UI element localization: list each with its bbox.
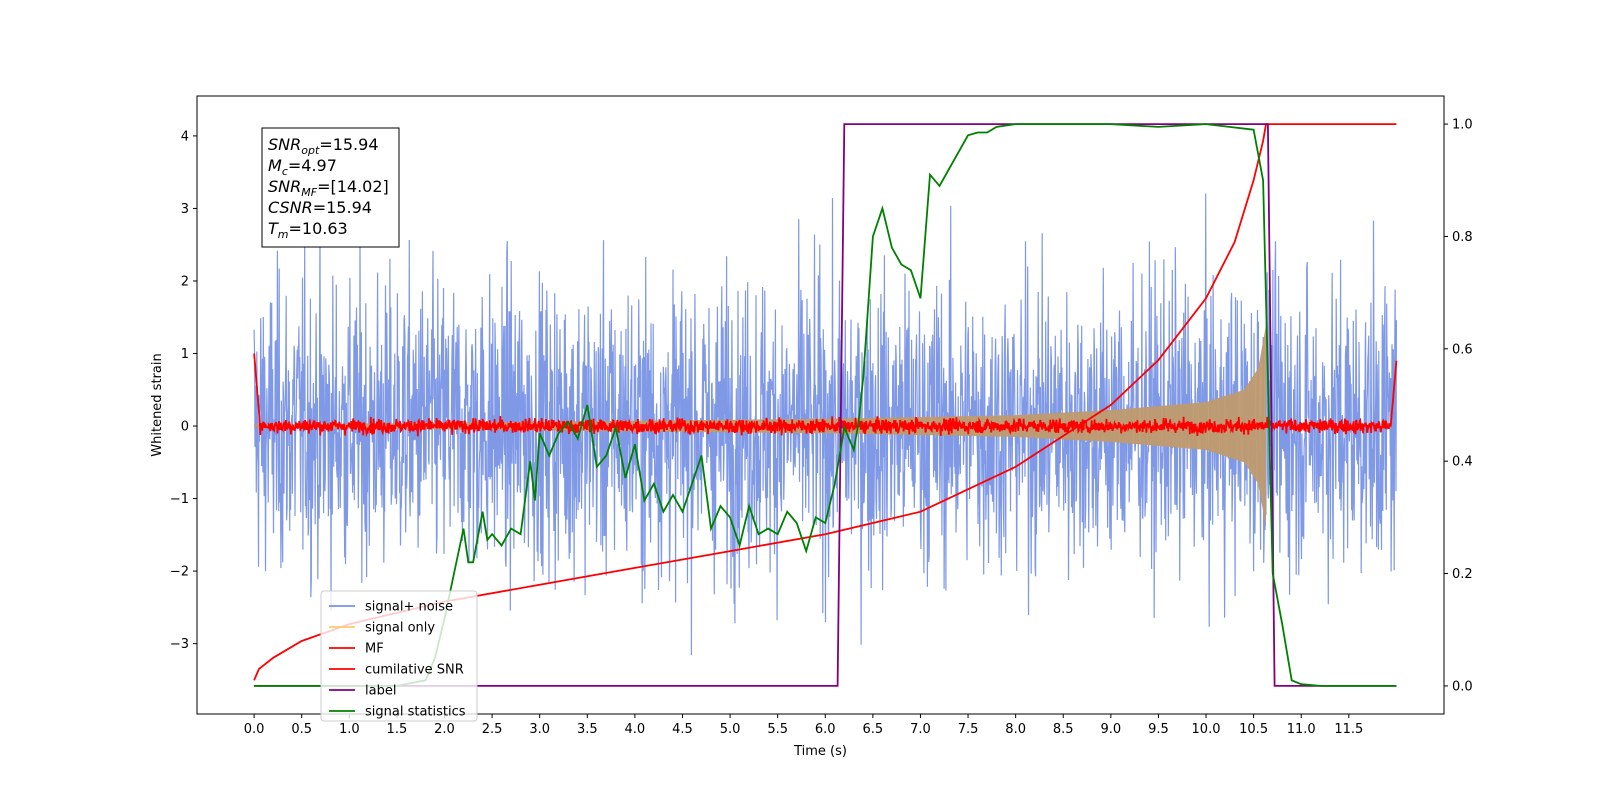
- x-tick-label: 4.5: [672, 722, 693, 737]
- series-cumilative-snr: [253, 123, 1397, 681]
- annotation-line: Tm=10.63: [268, 219, 348, 241]
- x-tick-label: 7.0: [910, 722, 931, 737]
- y2-tick-label: 1.0: [1452, 118, 1473, 133]
- x-tick-label: 6.5: [863, 722, 884, 737]
- y-tick-label: −2: [170, 565, 189, 580]
- x-tick-label: 6.0: [815, 722, 836, 737]
- annotation-line: Mc=4.97: [268, 156, 337, 178]
- plot-area: [253, 123, 1398, 687]
- x-tick-label: 5.0: [720, 722, 741, 737]
- x-tick-label: 0.5: [291, 722, 312, 737]
- annotation-subscript: MF: [301, 186, 317, 199]
- x-tick-label: 9.5: [1148, 722, 1169, 737]
- annotation-subscript: c: [282, 165, 288, 178]
- annotation-symbol: T: [268, 219, 279, 238]
- x-tick-label: 10.0: [1192, 722, 1221, 737]
- annotation-value: =15.94: [313, 198, 372, 217]
- x-tick-label: 7.5: [958, 722, 979, 737]
- y2-tick-label: 0.0: [1452, 679, 1473, 694]
- annotation-value: =4.97: [288, 156, 337, 175]
- series-mf: [253, 353, 1398, 438]
- x-tick-label: 10.5: [1239, 722, 1268, 737]
- annotation-box: SNRopt=15.94Mc=4.97SNRMF=[14.02]CSNR=15.…: [261, 127, 400, 248]
- annotation-line: SNRMF=[14.02]: [268, 177, 389, 199]
- legend-label: cumilative SNR: [365, 663, 464, 678]
- legend-label: MF: [365, 642, 384, 657]
- legend: signal+ noise signal only MF cumilative SNR…: [320, 590, 478, 722]
- x-tick-label: 2.0: [434, 722, 455, 737]
- axes-frame: [196, 95, 1445, 715]
- annotation-subscript: m: [278, 228, 289, 241]
- axis-ticks: 0.0 0.5 1.0 1.5 2.0 2.5 3.0 3.5 4.0 4.5 5.0 5.5 6.0 6…: [170, 118, 1473, 737]
- y-axis-label: Whitened strain: [150, 353, 165, 456]
- annotation-line: CSNR=15.94: [268, 198, 372, 217]
- y-tick-label: −3: [170, 637, 189, 652]
- x-tick-label: 8.5: [1053, 722, 1074, 737]
- x-tick-label: 1.0: [339, 722, 360, 737]
- series-signal-statistics: [254, 123, 1397, 687]
- x-tick-label: 2.5: [482, 722, 503, 737]
- annotation-line: SNRopt=15.94: [268, 135, 379, 157]
- annotation-value: =15.94: [319, 135, 378, 154]
- legend-label: signal+ noise: [365, 600, 453, 615]
- x-axis-label: Time (s): [793, 744, 847, 759]
- series-signal-only: [254, 324, 1267, 528]
- y-tick-label: 0: [181, 420, 189, 435]
- series-signal-noise: [253, 193, 1397, 656]
- annotation-symbol: SNR: [268, 135, 301, 154]
- annotation-subscript: opt: [301, 144, 320, 157]
- y-tick-label: 4: [181, 129, 189, 144]
- y2-tick-label: 0.4: [1452, 455, 1473, 470]
- annotation-frame: [261, 127, 400, 248]
- x-tick-label: 3.0: [529, 722, 550, 737]
- x-tick-label: 5.5: [767, 722, 788, 737]
- legend-label: label: [365, 684, 396, 699]
- x-tick-label: 8.0: [1005, 722, 1026, 737]
- annotation-symbol: M: [268, 156, 282, 175]
- y-tick-label: 2: [181, 274, 189, 289]
- y2-tick-label: 0.6: [1452, 342, 1473, 357]
- annotation-symbol: SNR: [268, 177, 301, 196]
- legend-label: signal statistics: [365, 705, 466, 720]
- annotation-value: =[14.02]: [317, 177, 389, 196]
- x-tick-label: 4.0: [625, 722, 646, 737]
- x-tick-label: 11.5: [1334, 722, 1363, 737]
- x-tick-label: 11.0: [1287, 722, 1316, 737]
- x-tick-label: 3.5: [577, 722, 598, 737]
- x-tick-label: 9.0: [1100, 722, 1121, 737]
- y2-tick-label: 0.2: [1452, 567, 1473, 582]
- annotation-symbol: CSNR: [268, 198, 313, 217]
- annotation-value: =10.63: [289, 219, 348, 238]
- y-tick-label: −1: [170, 492, 189, 507]
- x-tick-label: 0.0: [244, 722, 265, 737]
- y-tick-label: 3: [181, 202, 189, 217]
- legend-frame: [320, 590, 478, 722]
- y-tick-label: 1: [181, 347, 189, 362]
- x-tick-label: 1.5: [387, 722, 408, 737]
- y2-tick-label: 0.8: [1452, 230, 1473, 245]
- legend-label: signal only: [365, 621, 435, 636]
